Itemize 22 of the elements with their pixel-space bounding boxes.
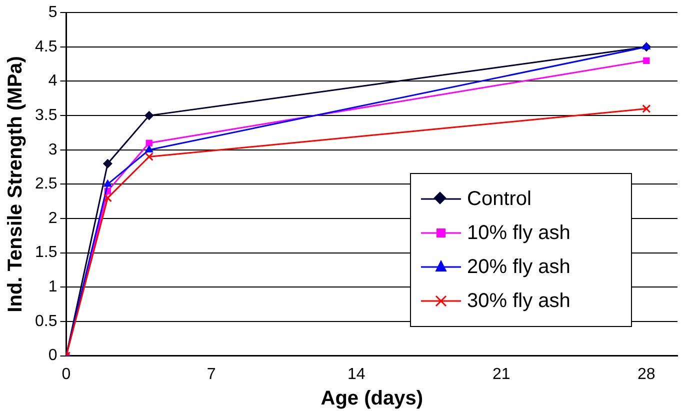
y-tick-label: 1 bbox=[48, 278, 58, 296]
x-tick-label: 14 bbox=[347, 366, 366, 383]
y-tick-label: 4.5 bbox=[34, 38, 58, 56]
y-tick-label: 5 bbox=[48, 4, 58, 22]
x-tick-label: 0 bbox=[62, 366, 71, 383]
legend-label: 20% fly ash bbox=[467, 256, 570, 278]
y-tick-label: 3 bbox=[48, 141, 58, 158]
x-axis-title: Age (days) bbox=[320, 388, 423, 410]
legend-label: 30% fly ash bbox=[467, 290, 570, 312]
y-axis-title: Ind. Tensile Strength (MPa) bbox=[4, 56, 27, 312]
y-tick-label: 2 bbox=[48, 210, 58, 227]
y-tick-label: 1.5 bbox=[34, 244, 58, 262]
legend-label: 10% fly ash bbox=[467, 222, 570, 244]
y-tick-label: 4 bbox=[48, 72, 58, 90]
legend-label: Control bbox=[467, 188, 532, 210]
y-tick-label: 3.5 bbox=[34, 106, 58, 124]
y-tick-label: 2.5 bbox=[34, 176, 58, 193]
x-tick-label: 28 bbox=[638, 366, 656, 383]
y-tick-label: 0 bbox=[48, 347, 58, 364]
x-tick-label: 21 bbox=[492, 366, 510, 383]
y-tick-label: 0.5 bbox=[34, 312, 58, 330]
x-tick-label: 7 bbox=[206, 366, 216, 383]
